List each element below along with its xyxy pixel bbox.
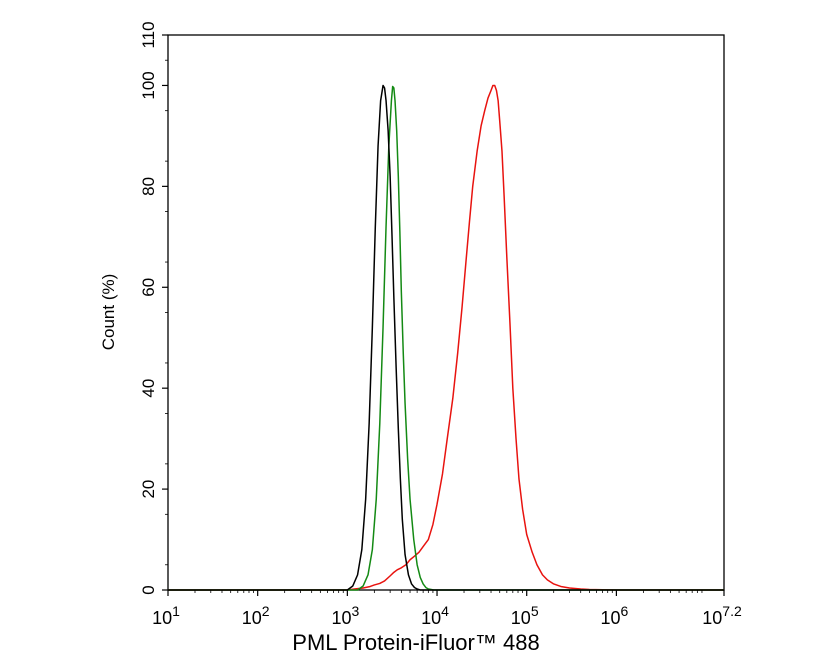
y-axis-label: Count (%) xyxy=(99,274,118,351)
x-tick-label: 107.2 xyxy=(702,603,742,628)
y-tick-label: 60 xyxy=(139,278,158,297)
x-tick-label: 103 xyxy=(331,603,359,628)
y-tick-label: 0 xyxy=(139,585,158,594)
x-tick-label: 106 xyxy=(600,603,628,628)
series-line-2 xyxy=(168,85,724,591)
x-tick-label: 102 xyxy=(242,603,270,628)
series-layer xyxy=(168,84,724,591)
x-axis-label: PML Protein-iFluor™ 488 xyxy=(292,630,539,655)
x-axis-ticks: 101 102 103 104 105 106 107.2 xyxy=(152,590,742,628)
plot-border xyxy=(167,34,725,591)
y-tick-label: 20 xyxy=(139,480,158,499)
series-line-1 xyxy=(168,84,724,591)
x-tick-label: 101 xyxy=(152,603,180,628)
y-tick-label: 110 xyxy=(139,21,158,48)
x-tick-label: 105 xyxy=(511,603,539,628)
y-tick-label: 100 xyxy=(139,71,158,99)
plot-frame xyxy=(167,34,725,591)
x-tick-label: 104 xyxy=(421,603,449,628)
y-axis-ticks: 0 20 40 60 80 100 110 xyxy=(139,21,168,595)
y-tick-label: 40 xyxy=(139,379,158,398)
series-line-3 xyxy=(168,84,724,591)
y-tick-label: 80 xyxy=(139,177,158,196)
